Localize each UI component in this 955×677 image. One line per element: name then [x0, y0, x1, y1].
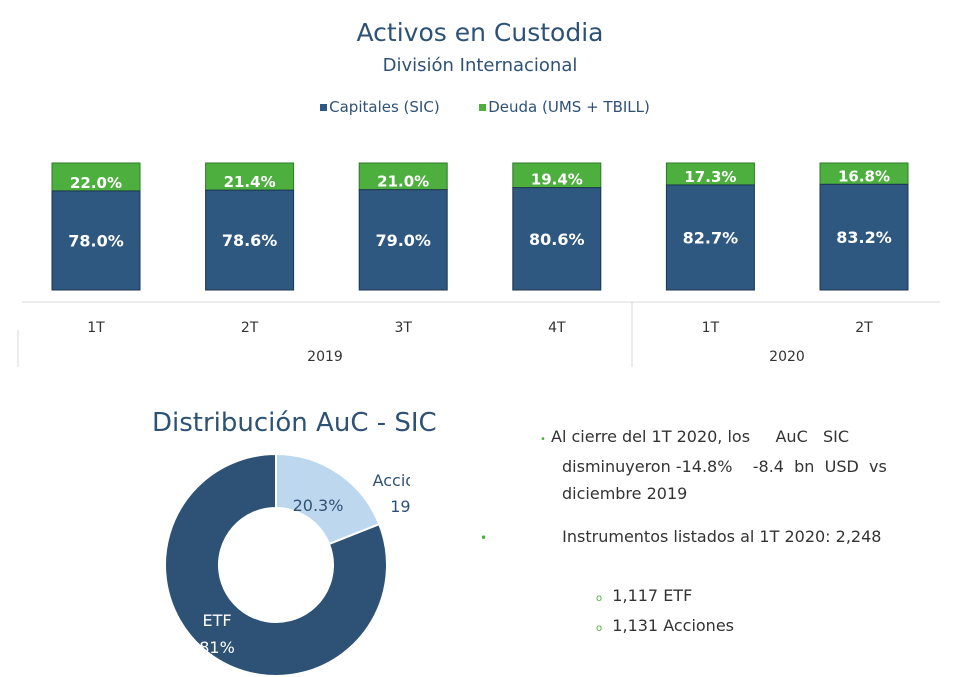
label-capitales: 78.0%	[68, 231, 124, 250]
note-1-line-3: diciembre 2019	[562, 484, 688, 503]
bar-capitales	[51, 190, 141, 291]
label-deuda: 21.4%	[224, 173, 276, 191]
slice-value-acciones: 19%	[390, 497, 410, 516]
group-label: 2019	[307, 349, 343, 365]
bar-capitales	[512, 187, 602, 291]
legend-capitales: Capitales (SIC)	[329, 98, 440, 116]
slice-name-acciones: Acciones	[373, 471, 410, 490]
note-bullet-1: • Al cierre del 1T 2020, los AuC SIC dis…	[540, 427, 887, 503]
label-capitales: 82.7%	[683, 228, 739, 247]
bar-capitales	[665, 184, 755, 291]
x-tick-label: 2T	[855, 320, 873, 336]
chart-title: Activos en Custodia	[356, 18, 604, 47]
legend-swatch-capitales	[320, 104, 328, 111]
note-sublist: o 1,117 ETF o 1,131 Acciones	[596, 586, 734, 635]
label-deuda: 16.8%	[838, 167, 890, 185]
slice-value-etf: 81%	[199, 638, 235, 657]
note-1-line-1: Al cierre del 1T 2020, los AuC SIC	[551, 427, 850, 446]
label-capitales: 79.0%	[375, 231, 431, 250]
slice-inner-label: 20.3%	[293, 496, 344, 515]
note-bullet-2: • Instrumentos listados al 1T 2020: 2,24…	[480, 527, 882, 546]
slice-etf	[164, 452, 388, 677]
label-capitales: 80.6%	[529, 230, 585, 249]
slice-name-etf: ETF	[202, 611, 231, 630]
label-deuda: 19.4%	[531, 171, 583, 189]
note-2-text: Instrumentos listados al 1T 2020: 2,248	[562, 527, 882, 546]
label-deuda: 22.0%	[70, 174, 122, 192]
label-deuda: 17.3%	[684, 168, 736, 186]
bar-capitales	[205, 189, 295, 291]
donut-title: Distribución AuC - SIC	[152, 408, 437, 438]
note-sub-1: 1,117 ETF	[612, 586, 693, 605]
note-1-line-2: disminuyeron -14.8% -8.4 bn USD vs	[562, 457, 887, 476]
donut-chart: 20.3% Acciones 19% ETF 81%	[164, 452, 410, 677]
label-capitales: 83.2%	[836, 228, 892, 247]
stacked-bar-chart: 22.0% 78.0% 1T 21.4% 78.6% 2T 21.0% 79.0% 3T 19.4…	[17, 162, 940, 367]
note-sub-2: 1,131 Acciones	[612, 616, 734, 635]
x-tick-label: 3T	[394, 320, 412, 336]
slice-acciones	[275, 452, 381, 546]
x-tick-label: 4T	[548, 320, 566, 336]
label-capitales: 78.6%	[222, 231, 278, 250]
x-tick-label: 1T	[87, 320, 105, 336]
x-tick-label: 2T	[241, 320, 259, 336]
legend-deuda: Deuda (UMS + TBILL)	[488, 98, 650, 116]
x-tick-label: 1T	[702, 320, 720, 336]
bar-capitales	[819, 183, 909, 291]
legend-swatch-deuda	[479, 104, 487, 111]
bar-capitales	[358, 189, 448, 291]
legend: Capitales (SIC) Deuda (UMS + TBILL)	[0, 98, 955, 116]
group-label: 2020	[769, 349, 805, 365]
label-deuda: 21.0%	[377, 173, 429, 191]
chart-subtitle: División Internacional	[382, 55, 578, 76]
